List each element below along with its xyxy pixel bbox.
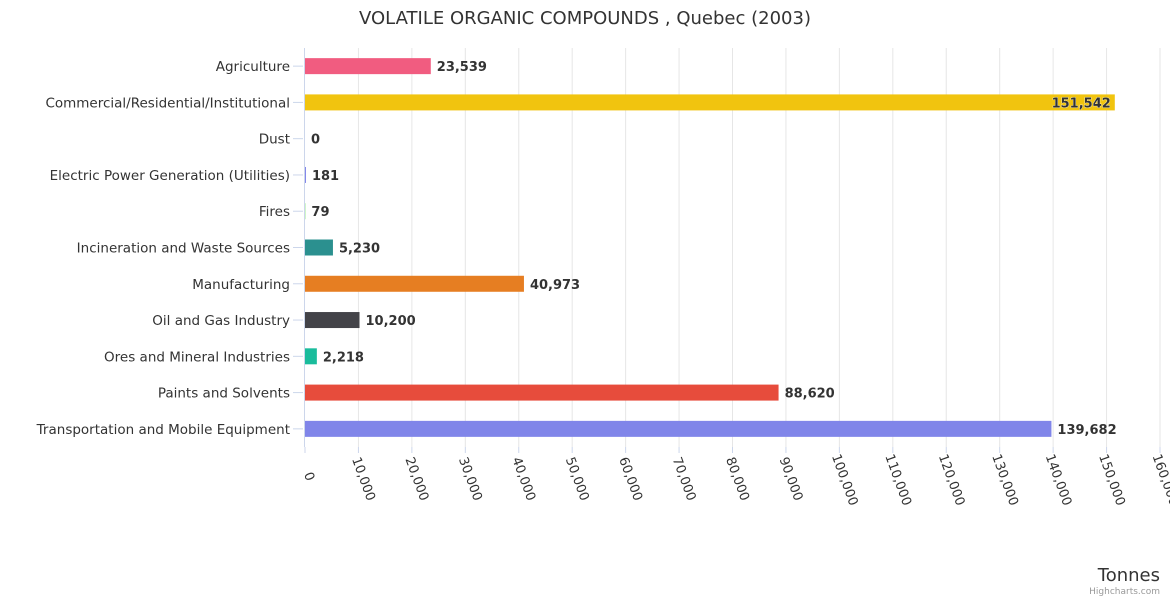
bar[interactable]: [305, 275, 524, 292]
category-label: Manufacturing: [192, 277, 290, 293]
bar[interactable]: [305, 166, 306, 183]
x-tick-label: 160,000: [1149, 452, 1170, 508]
category-label: Transportation and Mobile Equipment: [36, 422, 290, 438]
category-label: Electric Power Generation (Utilities): [50, 168, 290, 184]
x-tick-label: 110,000: [881, 452, 913, 508]
x-tick-label: 80,000: [722, 455, 752, 503]
x-tick-label: 90,000: [776, 455, 806, 503]
category-label: Dust: [259, 132, 290, 148]
data-label: 79: [311, 205, 329, 220]
x-tick-label: 130,000: [988, 452, 1020, 508]
data-label: 88,620: [785, 387, 835, 402]
bar[interactable]: [305, 239, 333, 256]
bar[interactable]: [305, 94, 1115, 111]
credits-link[interactable]: Highcharts.com: [1089, 587, 1160, 597]
bar[interactable]: [305, 348, 317, 365]
category-label: Ores and Mineral Industries: [104, 349, 290, 365]
chart-title: VOLATILE ORGANIC COMPOUNDS , Quebec (200…: [359, 8, 811, 29]
x-tick-label: 30,000: [455, 455, 485, 503]
category-label: Commercial/Residential/Institutional: [45, 95, 290, 111]
x-tick-label: 150,000: [1095, 452, 1127, 508]
category-label: Agriculture: [216, 59, 290, 75]
x-tick-label: 10,000: [348, 455, 378, 503]
category-label: Fires: [259, 204, 290, 220]
x-tick-label: 50,000: [562, 455, 592, 503]
x-tick-label: 40,000: [508, 455, 538, 503]
bar[interactable]: [305, 312, 360, 329]
x-tick-label: 60,000: [615, 455, 645, 503]
data-label: 151,542: [1052, 96, 1111, 111]
data-label: 40,973: [530, 278, 580, 293]
bar[interactable]: [305, 384, 779, 401]
x-tick-label: 0: [300, 470, 317, 483]
x-tick-label: 140,000: [1042, 452, 1074, 508]
x-tick-label: 100,000: [828, 452, 860, 508]
x-tick-label: 70,000: [669, 455, 699, 503]
x-tick-labels: 0 10,000 20,000 30,000 40,000 50,000 60,000 70,…: [300, 452, 1170, 508]
data-label: 23,539: [437, 60, 487, 75]
bar[interactable]: [305, 420, 1052, 437]
category-labels: Agriculture Commercial/Residential/Instit…: [36, 59, 303, 438]
data-label: 2,218: [323, 350, 364, 365]
bar[interactable]: [305, 58, 431, 75]
bars: [305, 58, 1115, 437]
category-label: Paints and Solvents: [158, 386, 290, 402]
category-label: Incineration and Waste Sources: [77, 241, 290, 257]
x-tick-label: 120,000: [935, 452, 967, 508]
category-label: Oil and Gas Industry: [152, 313, 290, 329]
x-axis-title: Tonnes: [1097, 565, 1160, 586]
data-label: 5,230: [339, 242, 380, 257]
grid-lines: [304, 48, 1161, 453]
data-label: 139,682: [1057, 423, 1116, 438]
data-label: 181: [312, 169, 339, 184]
data-label: 10,200: [366, 314, 416, 329]
data-label: 0: [311, 133, 320, 148]
data-labels: 23,539 151,542 0 181 79 5,230 40,973 10,200 2,21…: [311, 60, 1117, 438]
x-tick-label: 20,000: [402, 455, 432, 503]
